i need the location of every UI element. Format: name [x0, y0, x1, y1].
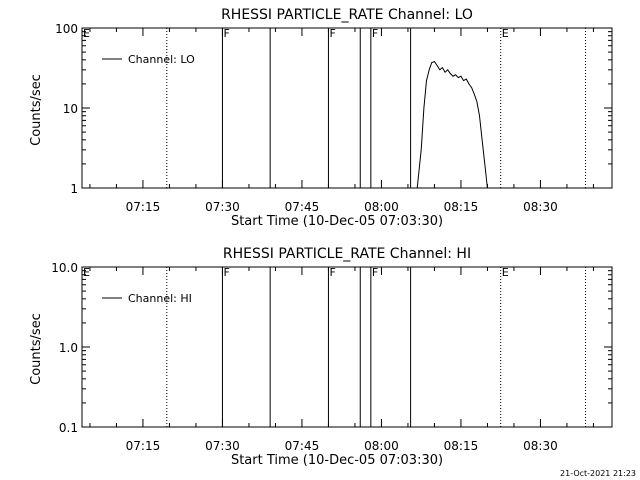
panel-1-x-axis-label: Start Time (10-Dec-05 07:03:30)	[231, 214, 443, 229]
panel-1-legend-label: Channel: LO	[128, 53, 195, 66]
panel-1-event-marker-label: F	[372, 27, 378, 40]
panel-2-plot-frame	[81, 266, 613, 428]
panel-1-event-marker-label: F	[223, 27, 229, 40]
panel-2-event-marker-label: F	[223, 266, 229, 279]
panel-2-y-tick-label: 0.1	[59, 421, 78, 435]
panel-1-y-tick-label: 100	[55, 22, 78, 36]
panel-2-y-tick-label: 1.0	[59, 341, 78, 355]
panel-1-x-tick-label: 07:45	[285, 200, 320, 214]
panel-1-x-tick-label: 08:00	[364, 200, 399, 214]
panel-2-legend-label: Channel: HI	[128, 292, 192, 305]
panel-2-x-tick-label: 07:15	[126, 439, 161, 453]
panel-2-x-axis-label: Start Time (10-Dec-05 07:03:30)	[231, 453, 443, 468]
panel-2-x-tick-label: 07:45	[285, 439, 320, 453]
panel-2-y-axis-label: Counts/sec	[29, 313, 44, 385]
panel-2-x-tick-label: 08:30	[523, 439, 558, 453]
panel-1-x-tick-label: 08:15	[444, 200, 479, 214]
panel-2-x-tick-label: 07:30	[205, 439, 240, 453]
panel-1-event-marker-label: F	[329, 27, 335, 40]
panel-2-title: RHESSI PARTICLE_RATE Channel: HI	[223, 246, 471, 262]
panel-2-y-tick-label: 10.0	[51, 261, 78, 275]
panel-2-event-marker-label: E	[502, 266, 509, 279]
panel-2-event-marker-label: F	[372, 266, 378, 279]
panel-2-event-marker-label: E	[83, 266, 90, 279]
panel-2-x-tick-label: 08:00	[364, 439, 399, 453]
panel-1-y-tick-label: 1	[70, 182, 78, 196]
panel-1-x-tick-label: 07:15	[126, 200, 161, 214]
panel-1-event-marker-label: E	[502, 27, 509, 40]
panel-1-y-tick-label: 10	[63, 102, 78, 116]
panel-1-plot-frame	[81, 27, 613, 189]
panel-1-x-tick-label: 07:30	[205, 200, 240, 214]
panel-1-series-line	[416, 61, 488, 189]
panel-1-title: RHESSI PARTICLE_RATE Channel: LO	[221, 7, 473, 23]
plot-timestamp: 21-Oct-2021 21:23	[560, 469, 636, 478]
panel-1-x-tick-label: 08:30	[523, 200, 558, 214]
panel-1-event-marker-label: E	[83, 27, 90, 40]
panel-2-event-marker-label: F	[329, 266, 335, 279]
panel-2-x-tick-label: 08:15	[444, 439, 479, 453]
panel-1-y-axis-label: Counts/sec	[29, 74, 44, 146]
